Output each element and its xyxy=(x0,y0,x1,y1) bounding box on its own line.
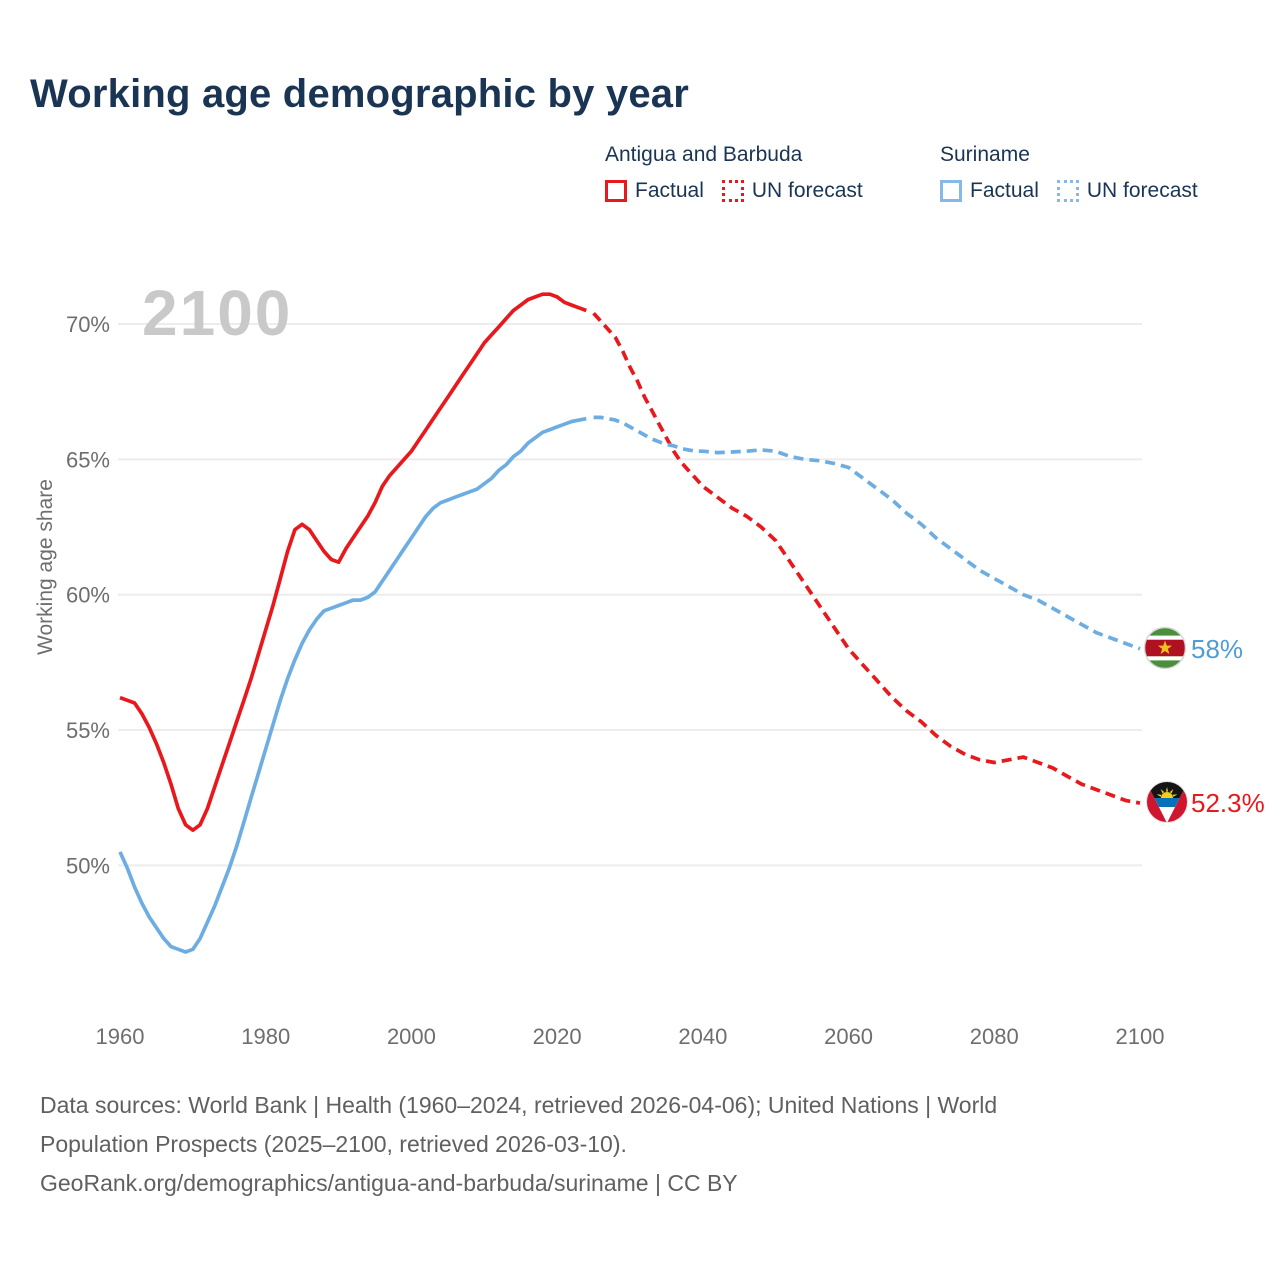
suriname-factual-swatch-icon xyxy=(940,180,962,202)
legend-row-antigua: Factual UN forecast xyxy=(605,179,881,203)
series-layer xyxy=(118,292,1141,954)
antigua-forecast-swatch-icon xyxy=(721,180,744,202)
series-line-suriname-forecast xyxy=(593,415,1141,651)
series-line-suriname-factual xyxy=(118,416,587,954)
legend-row-suriname: Factual UN forecast xyxy=(940,179,1216,203)
x-tick-label: 2060 xyxy=(824,1024,873,1049)
legend-country-antigua: Antigua and Barbuda xyxy=(605,143,803,166)
y-tick-label: 70% xyxy=(66,312,110,337)
y-tick-label: 60% xyxy=(66,583,110,608)
x-tick-label: 2080 xyxy=(970,1024,1019,1049)
x-tick-label: 1980 xyxy=(241,1024,290,1049)
x-tick-label: 2000 xyxy=(387,1024,436,1049)
legend-country-suriname: Suriname xyxy=(940,143,1030,166)
antigua-flag-icon xyxy=(1146,781,1188,823)
antigua-end-value-label: 52.3% xyxy=(1191,788,1265,818)
antigua-factual-label: Factual xyxy=(635,179,704,202)
suriname-factual-label: Factual xyxy=(970,179,1039,202)
antigua-factual-swatch-icon xyxy=(605,180,627,202)
suriname-forecast-swatch-icon xyxy=(1056,180,1079,202)
suriname-forecast-label: UN forecast xyxy=(1086,179,1198,202)
x-tick-label: 2020 xyxy=(533,1024,582,1049)
legend-group-suriname: Suriname Factual UN forecast xyxy=(940,143,1216,203)
footer-line-3: GeoRank.org/demographics/antigua-and-bar… xyxy=(40,1170,738,1196)
y-tick-label: 55% xyxy=(66,718,110,743)
page-title: Working age demographic by year xyxy=(30,72,689,116)
series-line-antigua-factual xyxy=(119,292,587,833)
y-tick-label: 65% xyxy=(66,447,110,472)
data-sources-footer: Data sources: World Bank | Health (1960–… xyxy=(40,1086,1170,1203)
x-tick-label: 1960 xyxy=(96,1024,145,1049)
x-tick-label: 2040 xyxy=(678,1024,727,1049)
footer-line-1: Data sources: World Bank | Health (1960–… xyxy=(40,1092,998,1118)
watermark-year: 2100 xyxy=(142,277,293,349)
grid-layer: 50% 55% 60% 65% 70% 1960 1980 2000 2020 2040 2060 2… xyxy=(66,312,1165,1049)
y-axis-title: Working age share xyxy=(34,479,57,655)
footer-line-2: Population Prospects (2025–2100, retriev… xyxy=(40,1131,627,1157)
legend-group-antigua: Antigua and Barbuda Factual UN forecast xyxy=(605,143,881,203)
antigua-forecast-label: UN forecast xyxy=(751,179,863,202)
suriname-end-value-label: 58% xyxy=(1191,634,1244,664)
suriname-flag-icon xyxy=(1143,626,1187,670)
y-tick-label: 50% xyxy=(66,853,110,878)
x-tick-label: 2100 xyxy=(1116,1024,1165,1049)
